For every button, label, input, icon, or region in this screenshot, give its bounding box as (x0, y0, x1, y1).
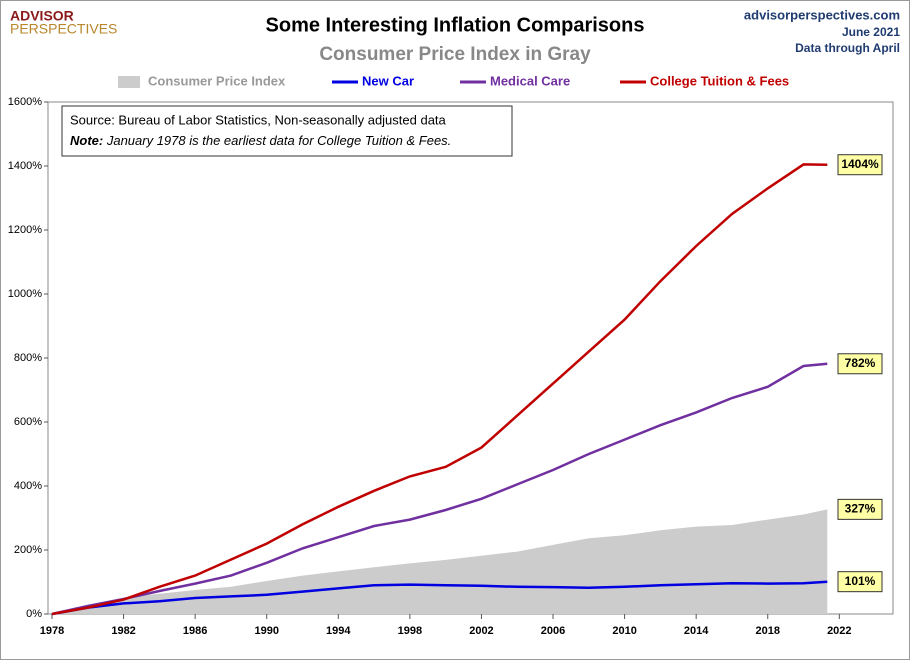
note-label: Note: (70, 133, 103, 148)
x-tick-label: 1990 (254, 625, 278, 637)
x-tick-label: 2010 (612, 625, 636, 637)
x-tick-label: 2014 (684, 625, 709, 637)
legend-label: Consumer Price Index (148, 73, 286, 88)
y-tick-label: 400% (14, 480, 42, 492)
legend-swatch (118, 76, 140, 88)
value-label-box (837, 353, 883, 375)
y-tick-label: 200% (14, 544, 42, 556)
x-tick-label: 1998 (398, 625, 422, 637)
value-label: 782% (845, 356, 876, 370)
note: Note: January 1978 is the earliest data … (70, 133, 451, 148)
x-tick-label: 1994 (326, 625, 351, 637)
note-source: Source: Bureau of Labor Statistics, Non-… (70, 112, 447, 127)
value-label-box (837, 571, 883, 593)
series-line (51, 580, 828, 616)
logo-line1: ADVISOR (10, 8, 74, 24)
legend-label: New Car (362, 73, 414, 88)
legend-label: College Tuition & Fees (650, 73, 789, 88)
x-tick-label: 1978 (40, 625, 64, 637)
note-text: January 1978 is the earliest data for Co… (106, 133, 451, 148)
y-tick-label: 1000% (8, 288, 42, 300)
series-line (51, 362, 828, 616)
value-label-box (837, 154, 883, 176)
y-tick-label: 0% (26, 608, 42, 620)
chart-title: Some Interesting Inflation Comparisons (266, 14, 645, 36)
x-tick-label: 2018 (756, 625, 780, 637)
y-tick-label: 600% (14, 416, 42, 428)
coverage: Data through April (795, 41, 900, 55)
value-label: 327% (845, 502, 876, 516)
date: June 2021 (842, 25, 900, 39)
site: advisorperspectives.com (744, 7, 900, 22)
x-tick-label: 2006 (541, 625, 565, 637)
x-tick-label: 1982 (111, 625, 135, 637)
y-tick-label: 1600% (8, 96, 42, 108)
value-label: 101% (845, 574, 876, 588)
value-label: 1404% (841, 157, 879, 171)
cpi-area (52, 509, 828, 614)
series-line (51, 163, 828, 616)
y-tick-label: 1400% (8, 160, 42, 172)
y-tick-label: 800% (14, 352, 42, 364)
note-box (61, 105, 513, 157)
value-label-box (837, 498, 883, 520)
chart-subtitle: Consumer Price Index in Gray (319, 44, 591, 65)
x-tick-label: 2002 (469, 625, 493, 637)
y-tick-label: 1200% (8, 224, 42, 236)
logo-line2: PERSPECTIVES (10, 21, 117, 37)
x-tick-label: 1986 (183, 625, 207, 637)
legend-label: Medical Care (490, 73, 570, 88)
x-tick-label: 2022 (827, 625, 851, 637)
